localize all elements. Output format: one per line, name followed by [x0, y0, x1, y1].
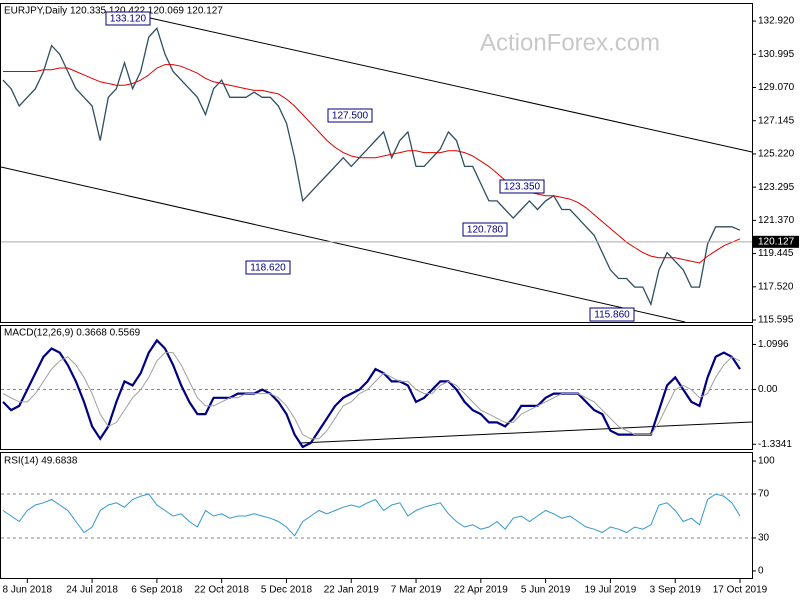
x-tick-label: 19 Jul 2019 — [585, 585, 637, 596]
annotation-box — [245, 260, 291, 275]
annotation-label: 115.860 — [594, 310, 630, 321]
macd-panel — [0, 325, 753, 450]
x-tick-label: 24 Jul 2018 — [66, 585, 118, 596]
x-tick-label: 8 Jun 2018 — [3, 585, 53, 596]
series-line — [2, 338, 741, 449]
lower-channel-line — [0, 166, 686, 323]
macd-title: MACD(12,26,9) 0.3668 0.5569 — [4, 328, 141, 339]
y-tick-label: 129.070 — [758, 82, 795, 93]
y-tick-label: 132.920 — [758, 16, 795, 27]
y-tick-label: 0 — [758, 566, 764, 577]
x-tick-label: 3 Sep 2019 — [650, 585, 702, 596]
annotation-box — [105, 11, 151, 26]
last-price-label: 120.127 — [758, 236, 795, 247]
annotation-label: 120.780 — [467, 225, 504, 236]
y-tick-label: 30 — [758, 533, 770, 544]
annotation-label: 127.500 — [332, 111, 369, 122]
y-tick-label: 121.370 — [758, 215, 795, 226]
rsi-title: RSI(14) 49.6838 — [4, 456, 78, 467]
annotation-box — [327, 108, 373, 123]
rsi-panel — [0, 452, 753, 579]
y-tick-label: 70 — [758, 489, 770, 500]
price-panel — [0, 3, 753, 323]
x-tick-label: 5 Jun 2019 — [521, 585, 571, 596]
upper-channel-line — [149, 17, 753, 153]
annotation-label: 118.620 — [250, 263, 286, 274]
series-line — [2, 352, 741, 440]
x-tick-label: 6 Sep 2018 — [131, 585, 183, 596]
annotation-box — [499, 179, 545, 194]
annotation-box — [589, 307, 635, 322]
annotation-label: 133.120 — [110, 14, 147, 25]
y-tick-label: 119.445 — [758, 248, 794, 259]
price-title: EURJPY,Daily 120.335 120.422 120.069 120… — [4, 6, 223, 17]
y-tick-label: 130.995 — [758, 49, 795, 60]
x-tick-label: 17 Oct 2019 — [713, 585, 768, 596]
x-tick-label: 22 Oct 2018 — [194, 585, 249, 596]
y-tick-label: 117.520 — [758, 281, 794, 292]
x-tick-label: 7 Mar 2019 — [391, 585, 442, 596]
annotation-box — [462, 222, 508, 237]
y-tick-label: 127.145 — [758, 115, 795, 126]
x-tick-label: 22 Jan 2019 — [324, 585, 379, 596]
last-price-box — [753, 235, 799, 248]
macd-trend-line — [299, 421, 753, 444]
y-tick-label: 123.295 — [758, 182, 795, 193]
x-tick-label: 22 Apr 2019 — [454, 585, 508, 596]
y-tick-label: 115.595 — [758, 315, 794, 326]
y-tick-label: 0.00 — [758, 384, 778, 395]
y-tick-label: 1.0996 — [758, 339, 789, 350]
series-line — [3, 64, 741, 264]
y-tick-label: 125.220 — [758, 149, 795, 160]
y-tick-label: -1.3341 — [758, 439, 792, 450]
series-line — [2, 493, 741, 537]
series-line — [2, 27, 741, 307]
watermark: ActionForex.com — [480, 29, 660, 56]
x-tick-label: 5 Dec 2018 — [261, 585, 313, 596]
annotation-label: 123.350 — [504, 182, 541, 193]
y-tick-label: 100 — [758, 456, 775, 467]
